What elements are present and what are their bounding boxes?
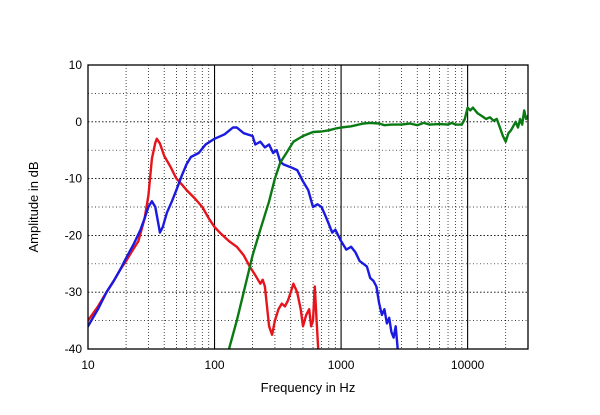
x-axis-title: Frequency in Hz [261, 380, 356, 395]
y-axis-title: Amplitude in dB [26, 161, 41, 252]
x-tick-label: 10000 [451, 358, 485, 372]
plot-frame [87, 64, 529, 350]
y-tick-label: 0 [75, 115, 82, 129]
y-tick-label: -20 [65, 228, 83, 242]
series-line-red [88, 137, 320, 349]
x-tick-label: 100 [205, 358, 225, 372]
y-tick-label: -10 [65, 172, 83, 186]
plot-area [88, 65, 528, 349]
y-tick-label: -40 [65, 342, 83, 356]
x-tick-label: 10 [81, 358, 95, 372]
x-tick-label: 1000 [328, 358, 355, 372]
x-tick-labels: 10 100 1000 10000 [81, 358, 484, 372]
y-tick-label: -30 [65, 285, 83, 299]
series-group [88, 106, 528, 349]
series-line-green [227, 106, 528, 349]
y-tick-label: 10 [69, 58, 83, 72]
series-line-blue [88, 126, 399, 349]
y-tick-labels: 10 0 -10 -20 -30 -40 [65, 58, 83, 356]
